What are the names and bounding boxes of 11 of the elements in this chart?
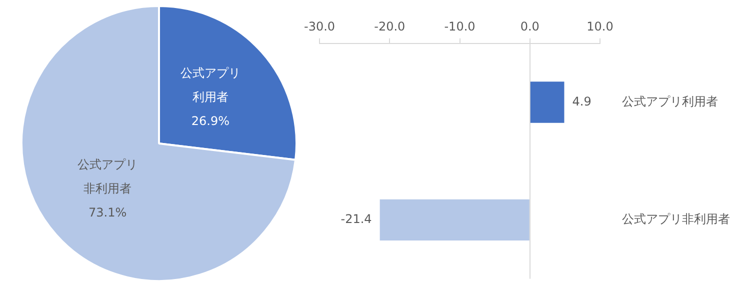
- data-label: 73.1%: [88, 205, 127, 220]
- x-tick-label: -30.0: [304, 19, 336, 34]
- data-label: 26.9%: [191, 114, 230, 128]
- slice-label: 公式アプリ非利用者: [78, 157, 138, 196]
- data-label: -21.4: [340, 212, 372, 226]
- x-tick-label: -10.0: [444, 19, 476, 34]
- x-tick-label: -20.0: [374, 19, 406, 34]
- slice-label: 公式アプリ利用者: [180, 66, 240, 104]
- x-tick-label: 10.0: [586, 19, 614, 34]
- x-tick-label: 0.0: [520, 19, 540, 34]
- data-label: 4.9: [572, 94, 592, 108]
